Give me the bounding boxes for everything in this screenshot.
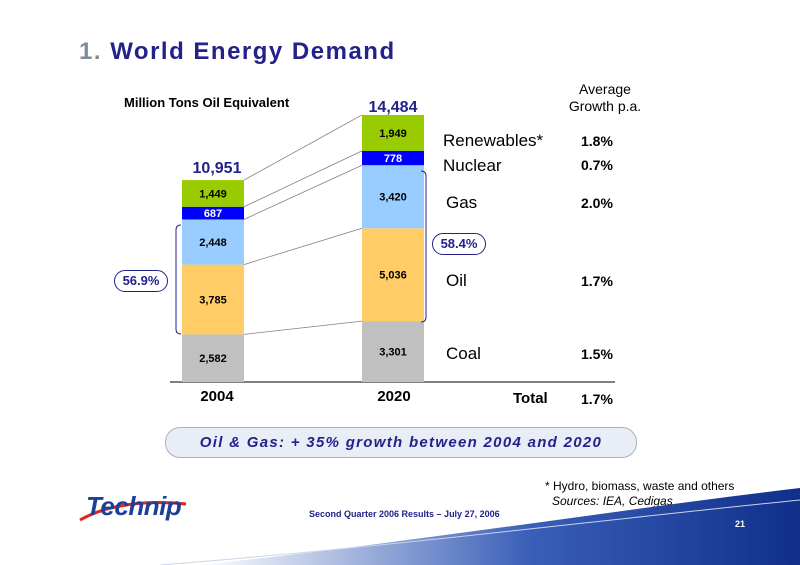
- oil-gas-share-2020: 58.4%: [432, 233, 486, 255]
- bar-label-renewables-2020: 1,949: [379, 128, 407, 140]
- total-2004: 10,951: [192, 160, 242, 177]
- footnote: * Hydro, biomass, waste and others: [545, 479, 735, 493]
- logo-swoosh: [79, 501, 187, 522]
- bar-label-gas-2020: 3,420: [379, 192, 407, 204]
- oil-gas-bracket-2020: [420, 170, 427, 323]
- unit-label: Million Tons Oil Equivalent: [124, 95, 290, 110]
- bar-label-oil-2004: 3,785: [199, 294, 227, 306]
- bar-label-renewables-2004: 1,449: [199, 188, 227, 200]
- connector-lines: [243, 114, 363, 335]
- connector-gas: [243, 164, 363, 220]
- bar-label-coal-2004: 2,582: [199, 353, 227, 365]
- bar-nuclear-2020: [362, 150, 424, 166]
- oil-gas-growth-callout: Oil & Gas: + 35% growth between 2004 and…: [165, 427, 637, 458]
- label-total: Total: [513, 390, 548, 407]
- bar-label-gas-2004: 2,448: [199, 237, 227, 249]
- page-title: 1. World Energy Demand: [79, 38, 396, 66]
- connector-coal: [243, 320, 363, 335]
- oil-gas-share-2004: 56.9%: [114, 270, 168, 292]
- label-gas: Gas: [446, 193, 478, 212]
- footer-wave-line: [159, 499, 800, 565]
- logo-swoosh-stroke: [79, 501, 187, 522]
- technip-logo: Technip: [86, 491, 182, 521]
- connector-nuclear: [243, 150, 363, 208]
- label-nuclear: Nuclear: [443, 156, 502, 175]
- bar-labels: 2,582 3,785 2,448 687 1,449 3,301 5,036 3,420 77…: [199, 128, 407, 365]
- page-number: 21: [735, 519, 746, 529]
- bar-coal-2004: [182, 334, 244, 382]
- label-renewables: Renewables*: [443, 131, 544, 150]
- bar-label-nuclear-2004: 687: [204, 208, 222, 220]
- title-number: 1.: [79, 38, 103, 65]
- bar-label-oil-2020: 5,036: [379, 270, 407, 282]
- connector-renewables: [243, 114, 363, 181]
- growth-gas: 2.0%: [581, 195, 613, 211]
- bar-renewables-2020: [362, 114, 424, 151]
- bar-label-nuclear-2020: 778: [384, 153, 402, 165]
- growth-coal: 1.5%: [581, 346, 613, 362]
- sources-note: Sources: IEA, Cedigas: [552, 494, 673, 508]
- bar-oil-2020: [362, 228, 424, 322]
- label-coal: Coal: [446, 344, 481, 363]
- growth-renewables: 1.8%: [581, 133, 613, 149]
- stacked-bar-chart: 2,582 3,785 2,448 687 1,449 3,301 5,036 3,420 77…: [170, 114, 615, 383]
- label-oil: Oil: [446, 271, 467, 290]
- avg-growth-header-line1: Average: [579, 81, 631, 97]
- avg-growth-header-line2: Growth p.a.: [568, 98, 642, 114]
- growth-oil: 1.7%: [581, 273, 613, 289]
- total-2020: 14,484: [368, 99, 418, 116]
- avg-growth-header: Average Growth p.a.: [545, 81, 665, 115]
- bar-oil-2004: [182, 264, 244, 335]
- bar-renewables-2004: [182, 180, 244, 207]
- year-2004: 2004: [200, 388, 234, 405]
- bar-label-coal-2020: 3,301: [379, 347, 407, 359]
- bar-coal-2020: [362, 321, 424, 382]
- bar-nuclear-2004: [182, 206, 244, 220]
- footer-wave-shape: [200, 488, 800, 565]
- footer-wave: [159, 488, 800, 565]
- growth-total: 1.7%: [581, 391, 613, 407]
- footer-text: Second Quarter 2006 Results – July 27, 2…: [309, 509, 500, 519]
- bar-gas-2020: [362, 165, 424, 229]
- connector-oil: [243, 227, 363, 265]
- year-2020: 2020: [377, 388, 411, 405]
- title-text: World Energy Demand: [110, 38, 396, 65]
- bar-gas-2004: [182, 219, 244, 265]
- oil-gas-bracket-2004: [175, 224, 182, 335]
- bars: [182, 114, 424, 382]
- growth-nuclear: 0.7%: [581, 157, 613, 173]
